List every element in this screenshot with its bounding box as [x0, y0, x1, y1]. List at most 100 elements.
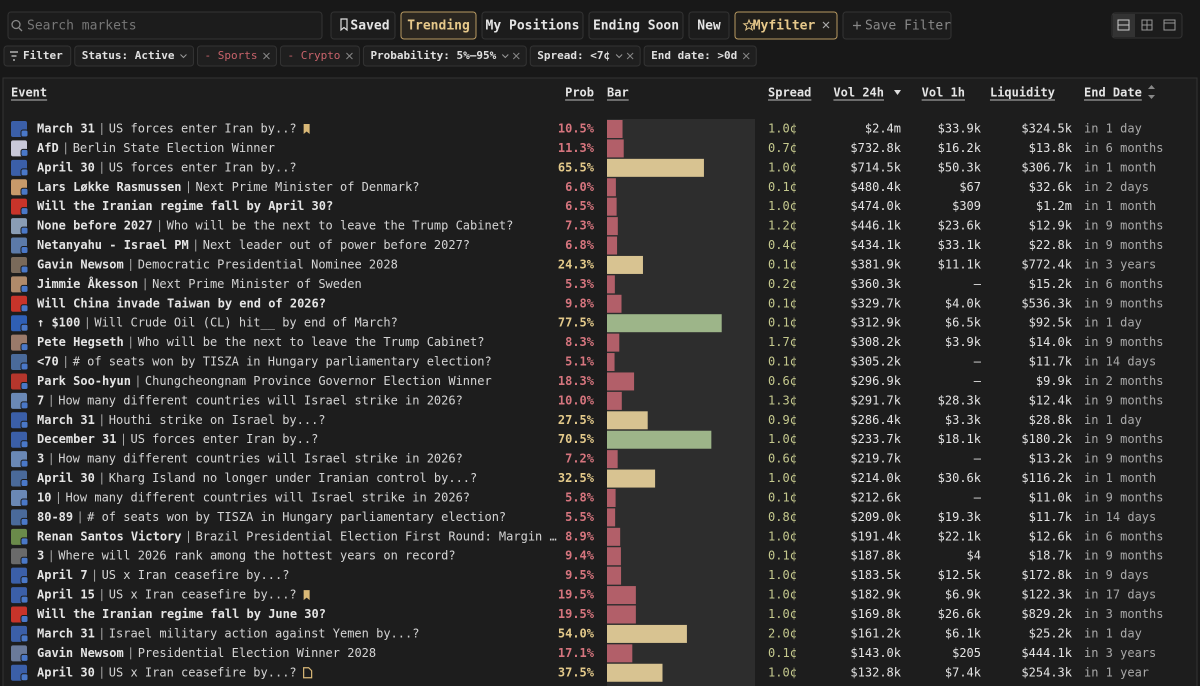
event-title[interactable]: 3 — [37, 452, 44, 466]
spread: 1.0¢ — [768, 432, 797, 446]
vol-1h: $28.3k — [938, 393, 982, 407]
event-question[interactable]: Who will be the next to leave the Trump … — [167, 219, 514, 233]
liquidity: $116.2k — [1021, 471, 1072, 485]
column-header[interactable]: End Date — [1084, 86, 1142, 100]
chip-close[interactable] — [263, 52, 270, 60]
event-title[interactable]: April 15 — [37, 588, 95, 602]
event-title[interactable]: March 31 — [37, 626, 95, 640]
event-title[interactable]: December 31 — [37, 432, 116, 446]
event-question[interactable]: Kharg Island no longer under Iranian con… — [109, 471, 477, 485]
chip-close[interactable] — [512, 52, 520, 60]
event-question[interactable]: Brazil Presidential Election First Round… — [196, 529, 557, 543]
event-title[interactable]: March 31 — [37, 413, 95, 427]
end-date: in 2 days — [1084, 180, 1149, 194]
market-icon-badge — [20, 420, 29, 429]
event-question[interactable]: Israel military action against Yemen by.… — [109, 626, 420, 640]
column-header[interactable]: Event — [11, 86, 47, 100]
filter-chip[interactable] — [529, 45, 641, 67]
view-calendar[interactable] — [1163, 19, 1176, 31]
column-header[interactable]: Vol 1h — [922, 86, 965, 100]
event-question[interactable]: Next Prime Minister of Sweden — [152, 277, 362, 291]
prob-bar — [607, 294, 622, 313]
tab[interactable] — [688, 11, 730, 40]
tab[interactable] — [734, 11, 838, 40]
filter-chip[interactable] — [74, 45, 194, 67]
spread: 0.6¢ — [768, 452, 797, 466]
event-title[interactable]: Will China invade Taiwan by end of 2026? — [37, 296, 326, 310]
event-title[interactable]: April 30 — [37, 665, 95, 679]
tab[interactable] — [481, 11, 584, 40]
event-title[interactable]: AfD — [37, 141, 59, 155]
event-question[interactable]: Next leader out of power before 2027? — [203, 238, 470, 252]
tab[interactable] — [400, 11, 477, 40]
event-question[interactable]: Will Crude Oil (CL) hit__ by end of Marc… — [94, 316, 397, 330]
chip-close[interactable] — [626, 52, 634, 60]
event-title[interactable]: Jimmie Åkesson — [37, 276, 138, 291]
event-title[interactable]: <70 — [37, 355, 59, 369]
filter-chip[interactable] — [643, 45, 757, 67]
search-box[interactable] — [7, 11, 323, 40]
event-question[interactable]: How many different countries will Israel… — [58, 452, 463, 466]
event-title[interactable]: Pete Hegseth — [37, 335, 124, 349]
event-question[interactable]: # of seats won by TISZA in Hungary parli… — [73, 355, 492, 369]
event-question[interactable]: US x Iran ceasefire by...? — [109, 665, 297, 679]
end-date: in 2 months — [1084, 374, 1163, 388]
event-title[interactable]: None before 2027 — [37, 219, 153, 233]
column-header[interactable]: Vol 24h — [833, 86, 884, 100]
end-date: in 9 months — [1084, 335, 1163, 349]
event-title[interactable]: Will the Iranian regime fall by June 30? — [37, 607, 326, 621]
event-title[interactable]: Gavin Newsom — [37, 257, 124, 271]
event-question[interactable]: US x Iran ceasefire by...? — [102, 568, 290, 582]
event-question[interactable]: Next Prime Minister of Denmark? — [196, 180, 420, 194]
event-title[interactable]: 80-89 — [37, 510, 73, 524]
event-title[interactable]: Renan Santos Victory — [37, 529, 182, 543]
tab[interactable] — [842, 11, 952, 40]
chip-close[interactable] — [346, 52, 353, 60]
event-title[interactable]: 10 — [37, 490, 51, 504]
column-header[interactable]: Bar — [607, 86, 629, 100]
event-question[interactable]: US x Iran ceasefire by...? — [109, 588, 297, 602]
event-question[interactable]: Where will 2026 rank among the hottest y… — [58, 549, 455, 563]
event-question[interactable]: Who will be the next to leave the Trump … — [138, 335, 485, 349]
event-question[interactable]: Democratic Presidential Nominee 2028 — [138, 257, 398, 271]
vol-1h: $309 — [952, 199, 981, 213]
event-question[interactable]: US forces enter Iran by..? — [109, 160, 297, 174]
prob-bar — [607, 158, 704, 177]
event-title[interactable]: April 30 — [37, 471, 95, 485]
liquidity: $444.1k — [1021, 646, 1072, 660]
event-title[interactable]: Gavin Newsom — [37, 646, 124, 660]
event-question[interactable]: Houthi strike on Israel by...? — [109, 413, 326, 427]
event-title[interactable]: March 31 — [37, 122, 95, 136]
event-title[interactable]: April 30 — [37, 160, 95, 174]
filter-chip[interactable] — [196, 45, 277, 67]
event-title[interactable]: 7 — [37, 393, 44, 407]
prob-bar — [607, 197, 617, 216]
event-question[interactable]: Presidential Election Winner 2028 — [138, 646, 376, 660]
event-title[interactable]: Will the Iranian regime fall by April 30… — [37, 199, 333, 213]
column-header[interactable]: Liquidity — [990, 86, 1055, 100]
event-title[interactable]: Park Soo-hyun — [37, 374, 131, 388]
event-title[interactable]: Netanyahu - Israel PM — [37, 238, 189, 252]
event-question[interactable]: US forces enter Iran by..? — [130, 432, 318, 446]
event-title[interactable]: Lars Løkke Rasmussen — [37, 180, 182, 194]
event-question[interactable]: How many different countries will Israel… — [58, 393, 463, 407]
tab[interactable] — [588, 11, 684, 40]
column-header[interactable]: Prob — [565, 86, 594, 100]
vol-24h: $286.4k — [850, 413, 901, 427]
vol-24h: $161.2k — [850, 626, 901, 640]
filter-chip[interactable] — [3, 45, 72, 67]
event-question[interactable]: US forces enter Iran by..? — [109, 122, 297, 136]
close-icon[interactable] — [822, 21, 830, 29]
event-question[interactable]: # of seats won by TISZA in Hungary parli… — [87, 510, 506, 524]
tab-label: New — [697, 19, 721, 34]
event-title[interactable]: ↑ $100 — [37, 316, 80, 330]
event-question[interactable]: How many different countries will Israel… — [65, 490, 470, 504]
event-title[interactable]: April 7 — [37, 568, 88, 582]
column-header[interactable]: Spread — [768, 86, 811, 100]
chip-close[interactable] — [742, 52, 750, 60]
event-question[interactable]: Chungcheongnam Province Governor Electio… — [145, 374, 492, 388]
event-title[interactable]: 3 — [37, 549, 44, 563]
filter-chip[interactable] — [362, 45, 527, 67]
event-question[interactable]: Berlin State Election Winner — [73, 141, 275, 155]
filter-chip[interactable] — [279, 45, 360, 67]
